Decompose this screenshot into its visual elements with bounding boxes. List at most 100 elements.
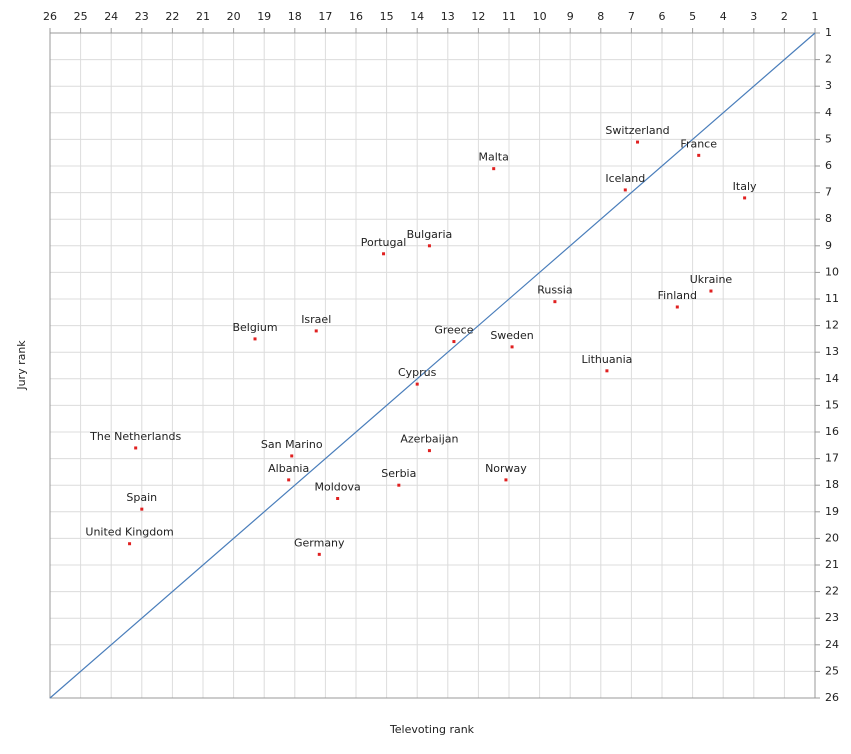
x-tick-label: 16 (349, 10, 363, 23)
point (675, 305, 679, 309)
point (253, 337, 257, 341)
x-tick-label: 26 (43, 10, 57, 23)
x-tick-label: 25 (74, 10, 88, 23)
point-label: Finland (658, 289, 697, 302)
point (553, 300, 557, 304)
point-label: Serbia (381, 467, 416, 480)
y-tick-label: 2 (825, 53, 832, 66)
x-tick-label: 13 (441, 10, 455, 23)
y-tick-label: 20 (825, 531, 839, 544)
point (427, 449, 431, 453)
point-label: The Netherlands (89, 430, 181, 443)
point (427, 244, 431, 248)
x-tick-label: 9 (567, 10, 574, 23)
x-tick-label: 11 (502, 10, 516, 23)
x-tick-label: 7 (628, 10, 635, 23)
point (128, 542, 132, 546)
x-tick-label: 19 (257, 10, 271, 23)
y-tick-label: 8 (825, 212, 832, 225)
x-tick-label: 22 (165, 10, 179, 23)
point-label: Sweden (490, 329, 533, 342)
point-label: Italy (733, 180, 757, 193)
x-tick-label: 17 (318, 10, 332, 23)
y-tick-label: 18 (825, 478, 839, 491)
y-tick-label: 14 (825, 372, 839, 385)
y-tick-label: 7 (825, 186, 832, 199)
point (317, 552, 321, 556)
point (336, 497, 340, 500)
point (605, 369, 609, 373)
point-label: Switzerland (605, 124, 669, 137)
point-label: Ukraine (690, 273, 733, 286)
y-tick-label: 5 (825, 132, 832, 145)
y-tick-label: 22 (825, 585, 839, 598)
x-tick-label: 10 (533, 10, 547, 23)
y-tick-label: 25 (825, 664, 839, 677)
y-tick-label: 1 (825, 26, 832, 39)
y-tick-label: 11 (825, 292, 839, 305)
y-tick-label: 3 (825, 79, 832, 92)
x-tick-label: 6 (659, 10, 666, 23)
point (134, 446, 138, 450)
point (743, 196, 747, 200)
point (697, 153, 701, 157)
x-tick-label: 5 (689, 10, 696, 23)
point (492, 167, 496, 171)
y-tick-label: 21 (825, 558, 839, 571)
point-label: Greece (434, 324, 473, 337)
point (510, 345, 514, 349)
point-label: Bulgaria (407, 228, 453, 241)
point-label: Russia (537, 284, 572, 297)
y-tick-label: 15 (825, 398, 839, 411)
x-tick-label: 23 (135, 10, 149, 23)
x-tick-label: 1 (812, 10, 819, 23)
y-tick-label: 16 (825, 425, 839, 438)
x-tick-label: 2 (781, 10, 788, 23)
y-tick-label: 24 (825, 638, 839, 651)
point (636, 140, 640, 144)
x-tick-label: 18 (288, 10, 302, 23)
y-tick-label: 9 (825, 239, 832, 252)
point-label: Lithuania (581, 353, 632, 366)
y-tick-label: 13 (825, 345, 839, 358)
y-tick-label: 4 (825, 106, 832, 119)
point-label: Albania (268, 462, 309, 475)
point (415, 382, 419, 386)
point-label: Cyprus (398, 366, 437, 379)
x-tick-label: 14 (410, 10, 424, 23)
point-label: Spain (126, 491, 157, 504)
y-tick-label: 17 (825, 452, 839, 465)
point (397, 483, 401, 487)
x-tick-label: 21 (196, 10, 210, 23)
point-label: United Kingdom (85, 526, 173, 539)
point-label: Iceland (605, 172, 645, 185)
y-tick-label: 10 (825, 265, 839, 278)
point (452, 340, 456, 344)
point-label: Germany (294, 536, 345, 549)
y-axis-title: Jury rank (15, 340, 28, 391)
plot-frame (49, 32, 816, 699)
x-tick-label: 24 (104, 10, 118, 23)
point-label: Moldova (315, 481, 361, 494)
point (382, 252, 386, 256)
x-tick-label: 15 (380, 10, 394, 23)
y-tick-label: 19 (825, 505, 839, 518)
point-label: Israel (301, 313, 331, 326)
point-label: Belgium (232, 321, 277, 334)
diagonal-line (49, 32, 816, 699)
point-label: Portugal (361, 236, 407, 249)
x-tick-label: 20 (227, 10, 241, 23)
point (290, 454, 294, 458)
point-label: Azerbaijan (400, 433, 458, 446)
x-axis-title: Televoting rank (389, 723, 475, 736)
x-tick-label: 4 (720, 10, 727, 23)
point (623, 188, 627, 192)
point-label: France (680, 137, 717, 150)
y-tick-label: 26 (825, 691, 839, 704)
x-tick-label: 3 (750, 10, 757, 23)
y-tick-label: 6 (825, 159, 832, 172)
point (287, 478, 291, 482)
x-tick-label: 8 (597, 10, 604, 23)
point (314, 329, 318, 333)
